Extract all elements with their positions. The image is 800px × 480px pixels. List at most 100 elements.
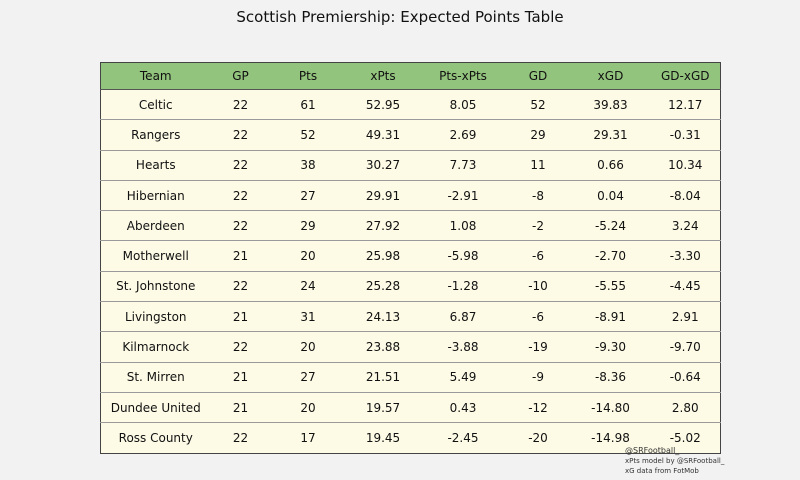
table-cell: -4.45 [650,270,721,303]
team-name-cell: Motherwell [100,240,211,272]
table-cell: 6.87 [420,301,506,333]
table-row: Hearts 22 38 30.27 7.73 11 0.66 10.34 [100,149,721,181]
table-row: St. Johnstone 22 24 25.28 -1.28 -10 -5.55 -4.45 [100,270,721,303]
table-cell: -8.91 [570,301,651,333]
table-cell: 25.98 [345,240,421,272]
table-cell: 29 [505,119,571,151]
team-name-cell: St. Johnstone [100,270,211,303]
table-cell: 5.49 [420,361,506,393]
table-cell: 49.31 [345,119,421,151]
table-cell: -9.30 [570,331,651,363]
team-name-cell: Livingston [100,301,211,333]
table-row: Motherwell 21 20 25.98 -5.98 -6 -2.70 -3.30 [100,240,721,272]
table-cell: 19.45 [345,422,421,454]
table-body: Celtic 22 61 52.95 8.05 52 39.83 12.17 Rangers 22… [100,88,721,454]
table-cell: 20 [270,331,346,363]
expected-points-table: Team GP Pts xPts Pts-xPts GD xGD GD-xGD Celtic 2… [100,62,721,454]
table-row: Kilmarnock 22 20 23.88 -3.88 -19 -9.30 -9.70 [100,331,721,363]
table-cell: -2 [505,210,571,242]
team-name-cell: St. Mirren [100,361,211,393]
table-cell: 0.43 [420,391,506,424]
table-cell: -0.64 [650,361,721,393]
team-name-cell: Aberdeen [100,210,211,242]
table-cell: 7.73 [420,149,506,181]
table-cell: 10.34 [650,149,721,181]
table-cell: -1.28 [420,270,506,303]
table-cell: 22 [210,422,271,454]
table-cell: 29.31 [570,119,651,151]
table-cell: 19.57 [345,391,421,424]
team-name-cell: Kilmarnock [100,331,211,363]
table-cell: 25.28 [345,270,421,303]
team-name-cell: Celtic [100,88,211,121]
table-cell: -12 [505,391,571,424]
table-cell: -14.80 [570,391,651,424]
table-cell: 22 [210,331,271,363]
column-header: xPts [345,62,421,90]
table-cell: 3.24 [650,210,721,242]
column-header: xGD [570,62,651,90]
table-cell: -3.88 [420,331,506,363]
table-cell: -5.24 [570,210,651,242]
table-cell: 52 [505,88,571,121]
table-cell: -20 [505,422,571,454]
credit-source: xG data from FotMob [625,467,699,475]
table-cell: 0.66 [570,149,651,181]
table-cell: 29 [270,210,346,242]
table-cell: 17 [270,422,346,454]
table-row: Dundee United 21 20 19.57 0.43 -12 -14.80 2.80 [100,391,721,424]
table-cell: 29.91 [345,179,421,212]
table-cell: -3.30 [650,240,721,272]
table-cell: 12.17 [650,88,721,121]
table-cell: 52.95 [345,88,421,121]
table-cell: 21 [210,361,271,393]
credit-handle: @SRFootball_ [625,446,680,455]
table-cell: -2.45 [420,422,506,454]
table-row: St. Mirren 21 27 21.51 5.49 -9 -8.36 -0.64 [100,361,721,393]
table-cell: 27 [270,361,346,393]
table-cell: -8 [505,179,571,212]
table-cell: 1.08 [420,210,506,242]
team-name-cell: Dundee United [100,391,211,424]
table-cell: 22 [210,270,271,303]
table-cell: -5.02 [650,422,721,454]
table-cell: 21 [210,391,271,424]
table-cell: -6 [505,240,571,272]
column-header: GD-xGD [650,62,721,90]
team-name-cell: Ross County [100,422,211,454]
table-cell: 21 [210,240,271,272]
table-cell: 8.05 [420,88,506,121]
column-header: Team [100,62,211,90]
table-cell: -8.04 [650,179,721,212]
table-cell: 2.80 [650,391,721,424]
table-cell: 2.91 [650,301,721,333]
table-cell: 22 [210,88,271,121]
table-cell: 38 [270,149,346,181]
table-cell: -8.36 [570,361,651,393]
table-cell: 31 [270,301,346,333]
table-cell: 20 [270,240,346,272]
table-cell: -0.31 [650,119,721,151]
table-cell: 30.27 [345,149,421,181]
table-cell: 23.88 [345,331,421,363]
header-row: Team GP Pts xPts Pts-xPts GD xGD GD-xGD [100,62,721,90]
table-cell: 22 [210,119,271,151]
table-cell: 20 [270,391,346,424]
table-cell: 22 [210,210,271,242]
table-row: Livingston 21 31 24.13 6.87 -6 -8.91 2.91 [100,301,721,333]
team-name-cell: Rangers [100,119,211,151]
table-cell: 21.51 [345,361,421,393]
table-cell: 24.13 [345,301,421,333]
table-cell: -2.70 [570,240,651,272]
table-cell: 27.92 [345,210,421,242]
table-cell: 27 [270,179,346,212]
team-name-cell: Hibernian [100,179,211,212]
table-cell: -19 [505,331,571,363]
table-cell: -9 [505,361,571,393]
table-cell: 22 [210,179,271,212]
table-row: Ross County 22 17 19.45 -2.45 -20 -14.98 -5.02 [100,422,721,454]
table-cell: 21 [210,301,271,333]
table-cell: -2.91 [420,179,506,212]
table-row: Aberdeen 22 29 27.92 1.08 -2 -5.24 3.24 [100,210,721,242]
table-row: Rangers 22 52 49.31 2.69 29 29.31 -0.31 [100,119,721,151]
